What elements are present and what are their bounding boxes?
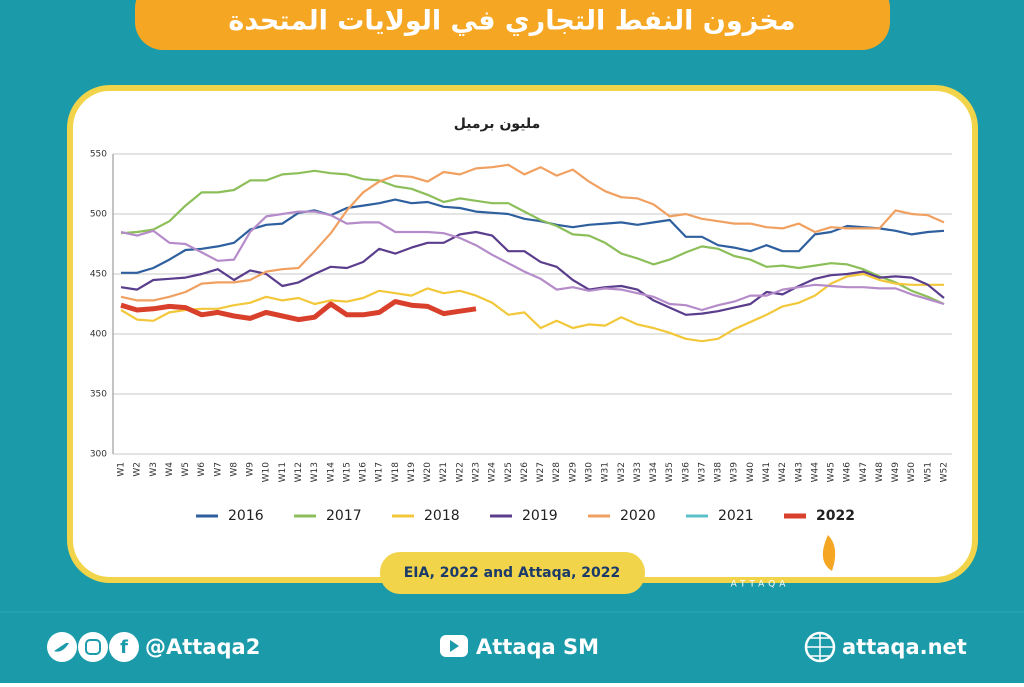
y-tick-label: 300	[90, 450, 107, 460]
globe-glyph	[806, 633, 834, 661]
x-tick-label: W4	[165, 462, 175, 477]
x-tick-label: W39	[730, 462, 740, 483]
social-icons: f	[47, 632, 139, 662]
y-tick-label: 550	[90, 150, 107, 160]
x-tick-label: W15	[342, 462, 352, 482]
x-tick-label: W6	[197, 462, 207, 477]
series-line	[120, 272, 944, 343]
website: attaqa.net	[842, 635, 967, 659]
x-tick-label: W2	[133, 462, 143, 477]
x-tick-label: W19	[407, 462, 417, 483]
legend-label: 2022	[816, 508, 855, 524]
x-tick-label: W21	[439, 462, 449, 482]
legend-label: 2017	[326, 508, 362, 524]
x-tick-label: W27	[536, 462, 546, 482]
logo-drop	[822, 535, 836, 571]
x-tick-label: W49	[891, 462, 901, 483]
legend-label: 2019	[522, 508, 558, 524]
legend: 2016 2017 2018 2019 2020 2021 2022	[196, 508, 855, 524]
youtube-glyph	[450, 640, 459, 652]
legend-label: 2018	[424, 508, 460, 524]
chart-title: مخزون النفط التجاري في الولايات المتحدة	[228, 6, 795, 37]
youtube-handle: Attaqa SM	[476, 635, 599, 659]
x-tick-label: W7	[213, 462, 223, 477]
x-tick-label: W1	[117, 462, 127, 477]
x-tick-label: W25	[504, 462, 514, 482]
x-tick-label: W44	[810, 462, 820, 483]
legend-label: 2020	[620, 508, 656, 524]
x-tick-label: W14	[326, 462, 336, 483]
y-tick-label: 400	[90, 330, 107, 340]
x-tick-label: W35	[665, 462, 675, 482]
x-tick-label: W24	[488, 462, 498, 483]
twitter-handle: @Attaqa2	[145, 635, 260, 659]
series-line	[120, 299, 477, 323]
x-tick-label: W48	[875, 462, 885, 483]
x-tick-label: W22	[455, 462, 465, 482]
series-line	[120, 163, 945, 302]
x-tick-label: W12	[294, 462, 304, 482]
x-tick-label: W11	[278, 462, 288, 482]
x-tick-label: W5	[181, 462, 191, 477]
legend-label: 2016	[228, 508, 264, 524]
x-tick-label: W32	[617, 462, 627, 482]
x-tick-label: W47	[859, 462, 869, 482]
x-tick-label: W40	[746, 462, 756, 483]
x-tick-label: W38	[714, 462, 724, 483]
x-tick-label: W42	[778, 462, 788, 482]
x-tick-label: W20	[423, 462, 433, 483]
x-tick-label: W18	[391, 462, 401, 483]
x-tick-label: W16	[359, 462, 369, 483]
x-tick-label: W46	[843, 462, 853, 483]
series-line	[120, 169, 945, 306]
series-line	[120, 210, 945, 312]
facebook-icon	[109, 632, 139, 662]
logo: الطاقة	[703, 537, 816, 577]
x-tick-label: W36	[681, 462, 691, 483]
y-axis-label: مليون برميل	[454, 116, 541, 132]
x-tick-label: W28	[552, 462, 562, 483]
x-tick-label: W3	[149, 462, 159, 477]
y-tick-label: 500	[90, 210, 107, 220]
x-tick-label: W29	[568, 462, 578, 483]
x-tick-label: W41	[762, 462, 772, 482]
y-tick-label: 350	[90, 390, 107, 400]
x-tick-label: W9	[246, 462, 256, 477]
series-line	[120, 230, 945, 316]
legend-label: 2021	[718, 508, 754, 524]
x-tick-label: W43	[794, 462, 804, 482]
instagram-glyph	[85, 639, 101, 655]
x-tick-label: W51	[923, 462, 933, 482]
x-tick-label: W13	[310, 462, 320, 482]
instagram-icon	[78, 632, 108, 662]
y-tick-label: 450	[90, 270, 107, 280]
x-tick-label: W10	[262, 462, 272, 483]
series-line	[121, 198, 945, 274]
x-tick-label: W37	[697, 462, 707, 482]
x-tick-label: W31	[601, 462, 611, 482]
plot-area: 300 350 400 450 500 550 W1 W2 W3 W4 W5 W6 W7 W8 W9 W10 W…	[90, 150, 952, 483]
x-tick-label: W52	[940, 462, 950, 482]
x-tick-label: W8	[229, 462, 239, 477]
x-tick-label: W34	[649, 462, 659, 483]
x-tick-label: W23	[472, 462, 482, 482]
title-banner	[135, 0, 890, 50]
x-tick-label: W26	[520, 462, 530, 483]
x-tick-label: W30	[584, 462, 594, 483]
x-tick-label: W17	[375, 462, 385, 482]
logo-latin: ATTAQA	[731, 580, 790, 590]
facebook-glyph: f	[120, 637, 128, 658]
source-box	[380, 552, 645, 594]
twitter-glyph	[54, 643, 69, 652]
x-tick-label: W50	[907, 462, 917, 483]
source: EIA, 2022 and Attaqa, 2022	[404, 565, 621, 581]
x-tick-label: W33	[633, 462, 643, 482]
x-tick-label: W45	[827, 462, 837, 482]
